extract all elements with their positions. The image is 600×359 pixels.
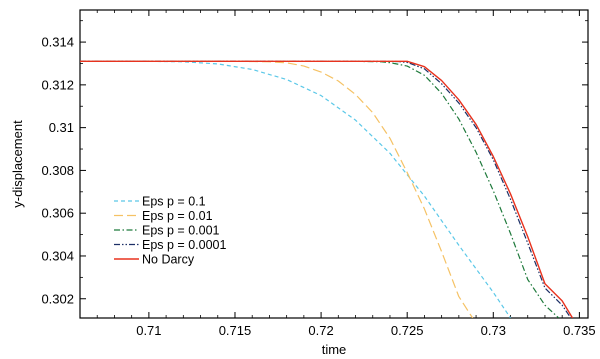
x-tick-label: 0.71 <box>136 323 161 338</box>
legend-label-1: Eps p = 0.1 <box>142 195 206 209</box>
series-line-5 <box>80 60 574 318</box>
x-axis-label: time <box>322 342 347 357</box>
y-tick-label: 0.314 <box>41 35 74 50</box>
series-line-2 <box>80 60 474 318</box>
x-tick-label: 0.715 <box>219 323 252 338</box>
y-axis-label: y-displacement <box>10 120 25 208</box>
y-tick-label: 0.308 <box>41 163 74 178</box>
x-axis-ticks: 0.71 0.715 0.72 0.725 0.73 0.735 <box>96 10 596 338</box>
y-tick-label: 0.304 <box>41 248 74 263</box>
x-tick-label: 0.73 <box>481 323 506 338</box>
series-line-4 <box>80 60 572 318</box>
legend-label-3: Eps p = 0.001 <box>142 224 220 238</box>
y-axis-ticks: 0.302 0.304 0.306 0.308 0.31 0.312 0.314 <box>41 20 588 306</box>
y-tick-label: 0.302 <box>41 291 74 306</box>
y-tick-label: 0.312 <box>41 77 74 92</box>
x-tick-label: 0.72 <box>308 323 333 338</box>
series-line-3 <box>80 60 560 318</box>
y-tick-label: 0.306 <box>41 206 74 221</box>
series-line-1 <box>80 60 512 318</box>
legend-label-4: Eps p = 0.0001 <box>142 238 226 252</box>
x-tick-label: 0.735 <box>563 323 596 338</box>
series-lines <box>80 60 574 318</box>
plot-area <box>79 9 589 319</box>
y-tick-label: 0.31 <box>49 120 74 135</box>
legend-label-2: Eps p = 0.01 <box>142 209 213 223</box>
x-tick-label: 0.725 <box>391 323 424 338</box>
legend-label-5: No Darcy <box>142 253 195 267</box>
